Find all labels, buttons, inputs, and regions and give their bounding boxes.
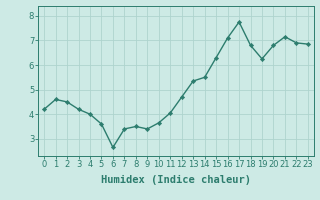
X-axis label: Humidex (Indice chaleur): Humidex (Indice chaleur) xyxy=(101,175,251,185)
